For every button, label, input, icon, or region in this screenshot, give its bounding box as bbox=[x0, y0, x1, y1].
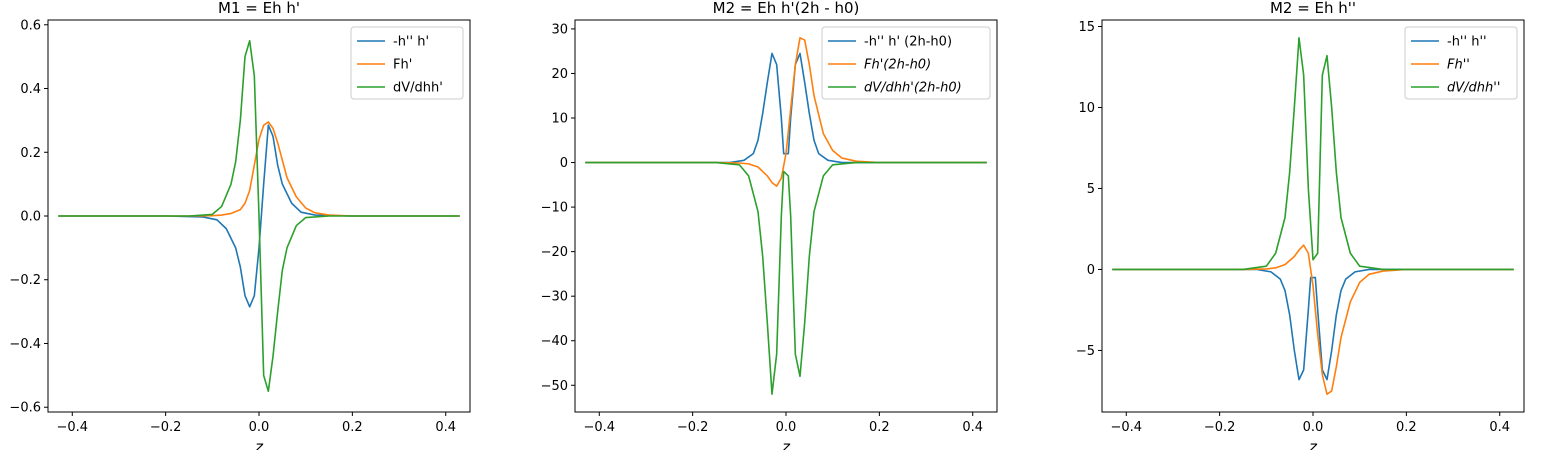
legend-label-3: dV/dhh' bbox=[393, 81, 443, 96]
legend-box bbox=[821, 26, 991, 100]
y-tick-label: −50 bbox=[541, 379, 568, 394]
y-tick-label: 0.0 bbox=[20, 210, 41, 225]
x-axis-label: z bbox=[781, 438, 791, 450]
y-tick-label: −30 bbox=[541, 290, 568, 305]
legend-label-2: Fh'(2h-h0) bbox=[864, 58, 931, 73]
legend-label-3: dV/dhh'' bbox=[1447, 81, 1500, 96]
x-tick-label: 0.0 bbox=[1303, 420, 1324, 435]
y-tick-label: 10 bbox=[551, 112, 568, 127]
y-tick-label: 10 bbox=[1078, 101, 1095, 116]
chart-title: M1 = Eh h' bbox=[218, 0, 300, 17]
y-tick-label: −0.2 bbox=[9, 273, 41, 288]
legend-label-1: -h'' h' (2h-h0) bbox=[864, 35, 952, 50]
legend: -h'' h' (2h-h0) Fh'(2h-h0) dV/dhh'(2h-h0) bbox=[821, 26, 991, 100]
y-tick-label: 15 bbox=[1078, 20, 1095, 35]
chart-1: −0.4 −0.2 0.0 0.2 0.4 −0.6 −0.4 −0.2 0.0 0.2 0.4 0.… bbox=[9, 0, 471, 450]
series-line-3 bbox=[585, 161, 987, 395]
legend-label-1: -h'' h'' bbox=[1447, 35, 1487, 50]
x-axis-label: z bbox=[1308, 438, 1318, 450]
y-tick-label: 0.2 bbox=[20, 146, 41, 161]
x-tick-label: −0.4 bbox=[56, 420, 88, 435]
x-tick-label: 0.4 bbox=[962, 420, 983, 435]
series-line-1 bbox=[58, 124, 460, 308]
y-tick-label: −20 bbox=[541, 245, 568, 260]
chart-title: M2 = Eh h'' bbox=[1270, 0, 1356, 17]
series-line-2 bbox=[585, 37, 987, 187]
series-line-3 bbox=[58, 39, 460, 393]
y-tick-label: −40 bbox=[541, 334, 568, 349]
y-tick-label: 20 bbox=[551, 67, 568, 82]
x-tick-label: 0.2 bbox=[1396, 420, 1417, 435]
legend-label-3: dV/dhh'(2h-h0) bbox=[864, 81, 962, 96]
x-tick-label: 0.2 bbox=[342, 420, 363, 435]
legend-label-2: Fh'' bbox=[1447, 58, 1470, 73]
y-tick-label: 0 bbox=[560, 156, 568, 171]
chart-title: M2 = Eh h'(2h - h0) bbox=[713, 0, 860, 17]
x-axis-label: z bbox=[254, 438, 264, 450]
y-tick-label: 30 bbox=[551, 22, 568, 37]
chart-2: −0.4 −0.2 0.0 0.2 0.4 −50 −40 −30 −20 −10 0 10 20 30 M… bbox=[541, 0, 998, 450]
x-tick-label: −0.4 bbox=[1110, 420, 1142, 435]
x-tick-label: −0.4 bbox=[583, 420, 615, 435]
x-tick-label: 0.0 bbox=[249, 420, 270, 435]
chart-3: −0.4 −0.2 0.0 0.2 0.4 −5 0 5 10 15 M2 = Eh h'' z -h'… bbox=[1076, 0, 1525, 450]
y-tick-label: −5 bbox=[1076, 344, 1095, 359]
x-tick-label: −0.2 bbox=[677, 420, 709, 435]
x-tick-label: 0.0 bbox=[776, 420, 797, 435]
y-tick-label: 5 bbox=[1087, 182, 1095, 197]
x-tick-label: 0.2 bbox=[869, 420, 890, 435]
legend-box bbox=[1404, 26, 1518, 100]
y-tick-label: −0.4 bbox=[9, 337, 41, 352]
x-tick-label: 0.4 bbox=[1489, 420, 1510, 435]
y-tick-label: −10 bbox=[541, 201, 568, 216]
y-tick-label: 0.6 bbox=[20, 18, 41, 33]
x-tick-label: −0.2 bbox=[150, 420, 182, 435]
x-tick-label: −0.2 bbox=[1204, 420, 1236, 435]
y-tick-label: 0.4 bbox=[20, 82, 41, 97]
legend-label-1: -h'' h' bbox=[393, 35, 429, 50]
x-tick-label: 0.4 bbox=[435, 420, 456, 435]
legend-box bbox=[350, 26, 464, 100]
series-line-2 bbox=[58, 121, 460, 217]
legend: -h'' h' Fh' dV/dhh' bbox=[350, 26, 464, 100]
y-tick-label: −0.6 bbox=[9, 401, 41, 416]
series-line-3 bbox=[1112, 37, 1514, 271]
y-tick-label: 0 bbox=[1087, 263, 1095, 278]
series-line-2 bbox=[1112, 244, 1514, 395]
legend: -h'' h'' Fh'' dV/dhh'' bbox=[1404, 26, 1518, 100]
series-line-1 bbox=[1112, 268, 1514, 381]
legend-label-2: Fh' bbox=[393, 58, 412, 73]
